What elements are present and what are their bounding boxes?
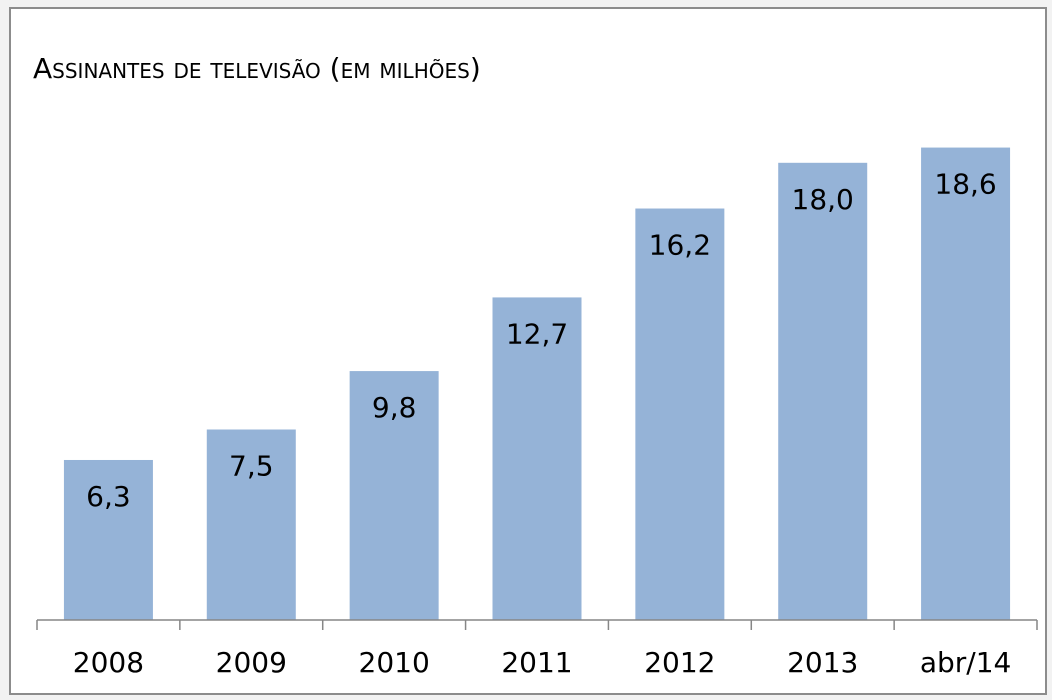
data-label: 12,7 bbox=[506, 317, 568, 350]
bar bbox=[206, 429, 296, 620]
chart-title: Assinantes de televisão (em milhões) bbox=[33, 52, 481, 85]
data-label: 18,0 bbox=[792, 183, 854, 216]
x-tick-label: 2008 bbox=[73, 646, 144, 679]
bar bbox=[349, 371, 439, 620]
data-label: 6,3 bbox=[86, 480, 131, 513]
data-label: 16,2 bbox=[649, 229, 711, 262]
bar bbox=[492, 297, 582, 620]
data-label: 7,5 bbox=[229, 450, 274, 483]
x-tick-label: 2010 bbox=[359, 646, 430, 679]
bar bbox=[778, 162, 868, 621]
bar bbox=[63, 459, 153, 620]
x-tick-label: 2013 bbox=[787, 646, 858, 679]
x-tick-label: 2011 bbox=[501, 646, 572, 679]
data-label: 18,6 bbox=[934, 168, 996, 201]
bar bbox=[921, 147, 1011, 620]
x-tick-label: 2009 bbox=[216, 646, 287, 679]
x-tick-label: abr/14 bbox=[920, 646, 1012, 679]
x-tick-label: 2012 bbox=[644, 646, 715, 679]
data-label: 9,8 bbox=[372, 391, 417, 424]
bar bbox=[635, 208, 725, 620]
